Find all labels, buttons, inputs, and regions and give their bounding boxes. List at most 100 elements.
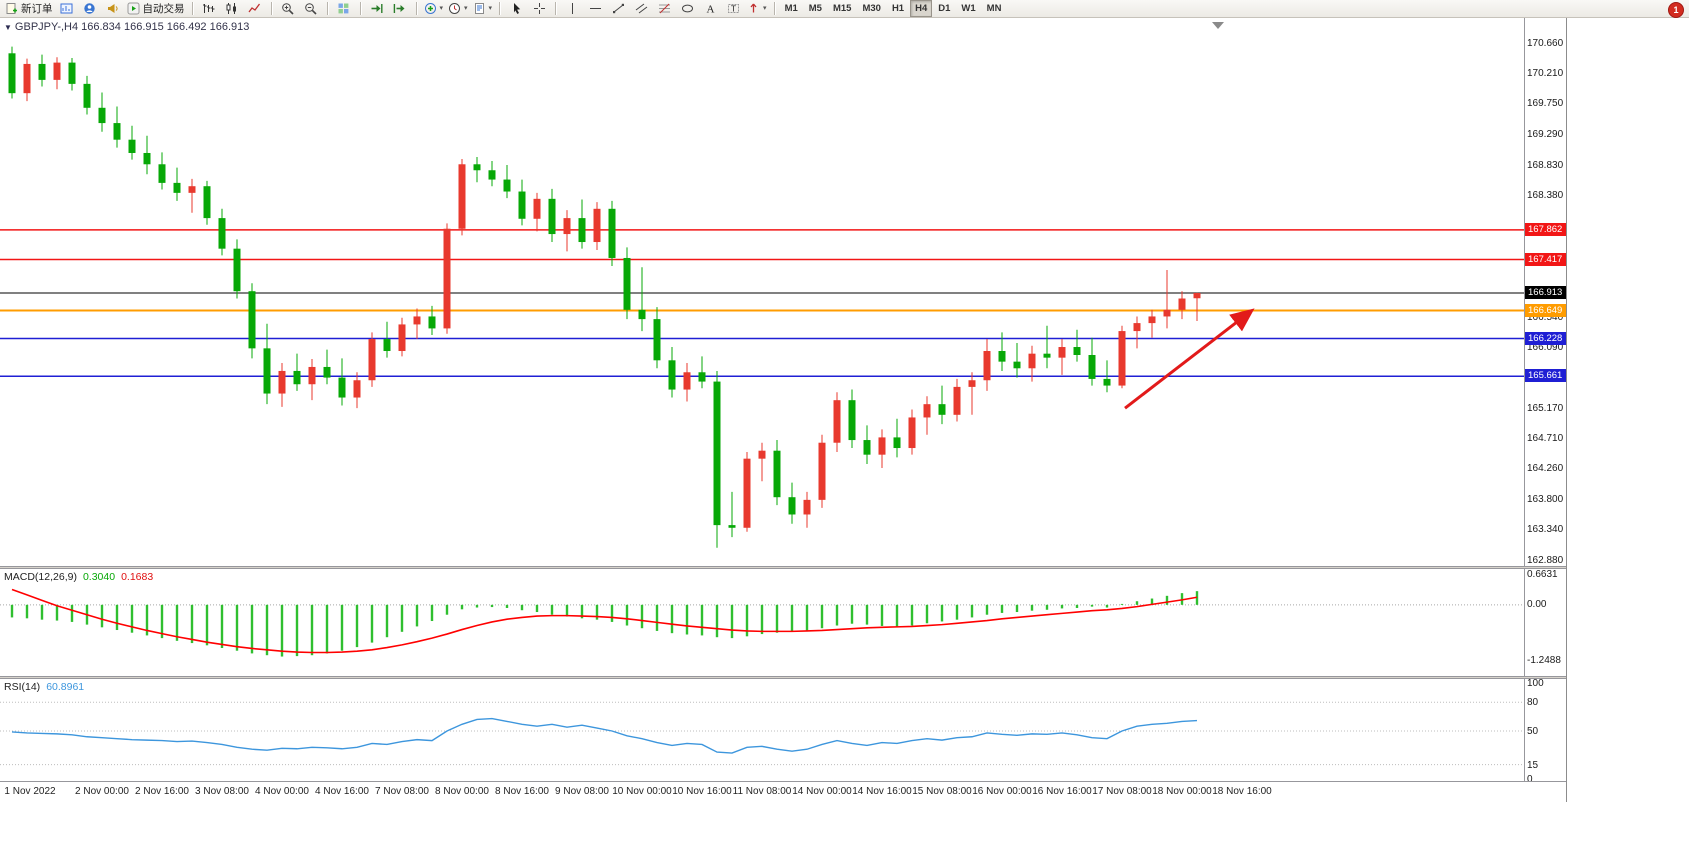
chart-window: ▼ GBPJPY-,H4 166.834 166.915 166.492 166…	[0, 18, 1567, 802]
line-chart-button[interactable]	[244, 1, 266, 17]
fibonacci-button[interactable]	[653, 1, 675, 17]
time-axis-label: 1 Nov 2022	[4, 786, 56, 797]
candle-body	[413, 316, 421, 325]
candle-body	[878, 437, 886, 455]
time-axis-label: 4 Nov 16:00	[315, 786, 369, 797]
indicators-button[interactable]: ▾	[422, 1, 446, 17]
candle-body	[1148, 316, 1156, 324]
time-axis-label: 7 Nov 08:00	[375, 786, 429, 797]
toolbar-separator	[773, 2, 775, 15]
price-axis[interactable]: 170.660 170.210 169.750 169.290 168.830 168.3…	[1524, 18, 1566, 785]
chevron-down-icon: ▾	[464, 4, 468, 12]
notification-badge[interactable]: 1	[1668, 2, 1684, 18]
rsi-scale-tick: 100	[1527, 678, 1544, 689]
candle-body	[533, 198, 541, 219]
candle-body	[293, 370, 301, 385]
time-axis-label: 8 Nov 00:00	[435, 786, 489, 797]
megaphone-icon	[106, 2, 119, 15]
text-button[interactable]: A	[699, 1, 721, 17]
new-order-button[interactable]: 新订单	[3, 1, 55, 17]
zoom-in-button[interactable]	[277, 1, 299, 17]
text-label-button[interactable]: T	[722, 1, 744, 17]
profile-button[interactable]	[79, 1, 101, 17]
candle-body	[443, 228, 451, 329]
macd-canvas[interactable]	[0, 569, 1524, 676]
timeframe-h4-button[interactable]: H4	[910, 0, 933, 17]
candle-body	[938, 404, 946, 415]
arrows-button[interactable]: ▾	[745, 1, 769, 17]
tile-windows-button[interactable]	[333, 1, 355, 17]
clock-icon	[448, 2, 461, 15]
time-axis[interactable]: 1 Nov 2022 2 Nov 00:00 2 Nov 16:00 3 Nov 08…	[0, 781, 1566, 802]
candle-body	[818, 442, 826, 500]
candle-body	[38, 63, 46, 80]
candle-body	[458, 164, 466, 229]
candle-body	[128, 139, 136, 153]
channel-button[interactable]	[630, 1, 652, 17]
time-axis-label: 10 Nov 16:00	[672, 786, 732, 797]
autotrade-button[interactable]: 自动交易	[125, 1, 187, 17]
time-axis-label: 9 Nov 08:00	[555, 786, 609, 797]
candle-body	[728, 525, 736, 528]
chart-shift-button[interactable]	[389, 1, 411, 17]
candle-body	[233, 248, 241, 292]
price-chart-canvas[interactable]	[0, 18, 1524, 566]
bar-chart-button[interactable]	[198, 1, 220, 17]
trend-arrow[interactable]	[1124, 308, 1255, 410]
panel-splitter[interactable]	[0, 566, 1566, 569]
timeframe-m30-button[interactable]: M30	[862, 3, 881, 14]
autotrade-icon	[127, 2, 140, 15]
price-axis-tick: 166.540	[1527, 311, 1564, 323]
candle-body	[173, 182, 181, 193]
horizontal-line-button[interactable]	[584, 1, 606, 17]
toolbar-separator	[555, 2, 557, 15]
vertical-line-button[interactable]	[561, 1, 583, 17]
time-axis-label: 15 Nov 08:00	[912, 786, 972, 797]
timeframe-h1-button[interactable]: H1	[891, 3, 905, 14]
candle-body	[848, 400, 856, 441]
price-line-label: 167.862	[1525, 222, 1566, 236]
price-line-label: 165.661	[1525, 369, 1566, 383]
crosshair-button[interactable]	[528, 1, 550, 17]
candle-body	[803, 499, 811, 515]
price-axis-tick: 170.210	[1527, 67, 1564, 79]
cursor-button[interactable]	[505, 1, 527, 17]
new-order-label: 新订单	[21, 3, 53, 15]
auto-scroll-button[interactable]	[366, 1, 388, 17]
time-axis-label: 3 Nov 08:00	[195, 786, 249, 797]
auto-scroll-icon	[370, 2, 383, 15]
price-axis-tick: 170.660	[1527, 38, 1564, 49]
zoom-out-button[interactable]	[300, 1, 322, 17]
candle-body	[1193, 292, 1201, 299]
candlestick-button[interactable]	[221, 1, 243, 17]
timeframe-m1-button[interactable]: M1	[784, 3, 798, 14]
chart-dropdown-icon[interactable]: ▼	[4, 22, 12, 32]
rsi-canvas[interactable]	[0, 679, 1524, 781]
panel-splitter[interactable]	[0, 676, 1566, 679]
timeframe-w1-button[interactable]: W1	[961, 3, 976, 14]
macd-main-value: 0.3040	[82, 571, 116, 583]
time-axis-label: 4 Nov 00:00	[255, 786, 309, 797]
candle-body	[743, 458, 751, 528]
toolbar-separator	[415, 2, 417, 15]
candle-body	[563, 218, 571, 235]
price-chart-panel[interactable]	[0, 18, 1524, 566]
new-chart-button[interactable]	[56, 1, 78, 17]
trendline-button[interactable]	[607, 1, 629, 17]
timeframe-m15-button[interactable]: M15	[832, 3, 852, 14]
shapes-button[interactable]	[676, 1, 698, 17]
news-button[interactable]	[102, 1, 124, 17]
templates-button[interactable]: ▾	[471, 1, 495, 17]
timeframe-m5-button[interactable]: M5	[808, 3, 822, 14]
rsi-line	[11, 717, 1198, 754]
chevron-down-icon: ▾	[488, 4, 493, 12]
timeframe-d1-button[interactable]: D1	[938, 3, 951, 14]
periods-button[interactable]: ▾	[446, 1, 470, 17]
time-axis-label: 18 Nov 16:00	[1212, 786, 1272, 797]
candle-body	[668, 360, 676, 390]
macd-panel[interactable]	[0, 569, 1524, 676]
candle-body	[218, 218, 226, 249]
rsi-panel[interactable]	[0, 679, 1524, 781]
price-axis-tick: 163.800	[1527, 493, 1564, 505]
timeframe-mn-button[interactable]: MN	[986, 3, 1002, 14]
